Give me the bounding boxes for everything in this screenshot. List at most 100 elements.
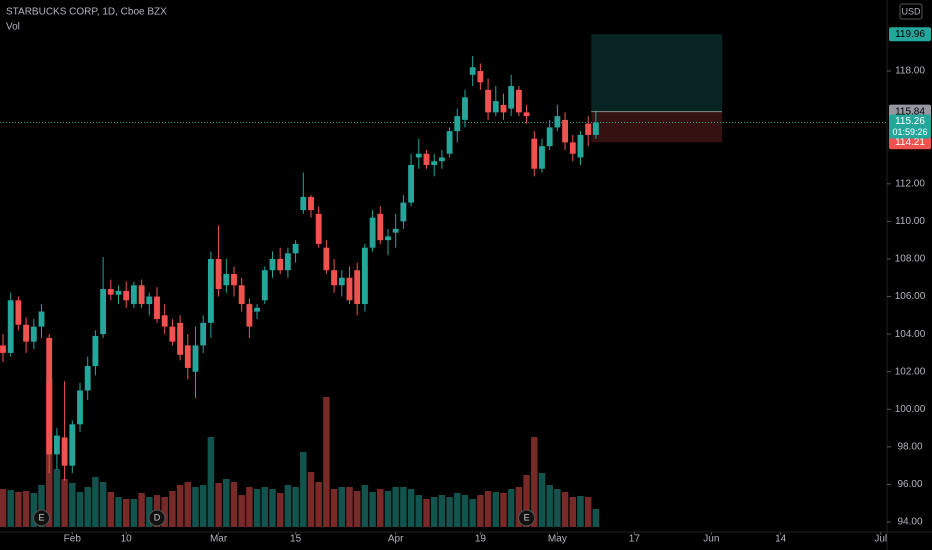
volume-bar xyxy=(230,482,238,527)
candle-body xyxy=(53,435,60,455)
volume-bar xyxy=(130,499,138,527)
volume-bar xyxy=(99,482,107,527)
volume-bar xyxy=(484,491,492,527)
candle-body xyxy=(15,300,22,325)
volume-bar xyxy=(223,479,230,527)
y-tick-label: 112.00 xyxy=(895,178,925,189)
y-tick-label: 106.00 xyxy=(895,291,926,302)
volume-bar xyxy=(161,497,168,527)
y-tick-label: 94.00 xyxy=(897,517,922,528)
candle-body xyxy=(77,390,83,425)
volume-bar xyxy=(430,497,438,527)
x-tick-label: 17 xyxy=(629,534,641,545)
y-tick-label: 118.00 xyxy=(895,66,925,77)
x-tick-label: Mar xyxy=(210,534,228,545)
volume-bar xyxy=(246,487,253,527)
volume-bar xyxy=(15,492,22,527)
event-label: D xyxy=(154,512,161,522)
candle-body xyxy=(515,89,522,113)
candle-body xyxy=(377,213,384,241)
volume-bar xyxy=(115,497,122,527)
volume-bar xyxy=(269,489,276,527)
candle-body xyxy=(562,119,569,143)
candle-body xyxy=(531,138,538,169)
last-price-label: 115.26 xyxy=(895,116,925,127)
candle-body xyxy=(261,270,268,301)
y-tick-label: 96.00 xyxy=(897,479,922,490)
candle-body xyxy=(207,258,214,323)
candle-body xyxy=(92,336,99,367)
candle-body xyxy=(469,67,476,75)
volume-bar xyxy=(261,487,269,527)
volume-bar xyxy=(284,485,292,527)
volume-bar xyxy=(207,437,215,527)
volume-bar xyxy=(323,397,330,527)
candle-body xyxy=(454,116,461,132)
candle-body xyxy=(323,247,330,271)
volume-bar xyxy=(384,491,392,527)
candle-body xyxy=(446,131,453,154)
y-tick-label: 108.00 xyxy=(895,254,926,265)
candle-body xyxy=(315,213,322,244)
volume-bar xyxy=(415,495,423,527)
volume-bar xyxy=(538,473,546,527)
volume-bar xyxy=(253,489,261,527)
volume-bar xyxy=(392,487,399,527)
volume-bar xyxy=(507,489,515,527)
candle-body xyxy=(477,71,484,83)
volume-bar xyxy=(53,469,61,527)
x-tick-label: 15 xyxy=(290,534,302,545)
currency-box xyxy=(899,3,923,20)
candle-body xyxy=(523,112,530,117)
candle-body xyxy=(292,243,299,254)
volume-label: Vol xyxy=(6,22,20,33)
candle-body xyxy=(269,258,276,271)
candle-body xyxy=(438,157,445,162)
candle-body xyxy=(431,161,438,165)
volume-bar xyxy=(238,495,245,527)
volume-bar xyxy=(477,495,484,527)
volume-bar xyxy=(592,509,600,527)
volume-bar xyxy=(315,482,322,527)
candle-body xyxy=(408,164,415,203)
candle-body xyxy=(346,277,353,301)
candle-body xyxy=(592,122,599,135)
loss-zone xyxy=(591,111,723,143)
candle-body xyxy=(492,101,499,113)
entry-label: 115.84 xyxy=(895,106,925,117)
x-tick-label: Feb xyxy=(64,534,82,545)
x-tick-label: May xyxy=(548,534,567,545)
volume-bar xyxy=(515,487,523,527)
volume-bar xyxy=(577,496,584,527)
stop-label: 114.21 xyxy=(895,137,925,148)
volume-bar xyxy=(330,489,338,527)
candle-body xyxy=(331,270,338,286)
candle-body xyxy=(123,290,130,301)
candle-body xyxy=(577,134,584,158)
volume-bar xyxy=(377,489,384,527)
candle-body xyxy=(46,337,53,455)
volume-bar xyxy=(446,497,453,527)
candle-body xyxy=(115,290,122,295)
volume-bar xyxy=(22,491,30,527)
candle-body xyxy=(300,196,307,211)
volume-bar xyxy=(300,452,307,527)
volume-bar xyxy=(176,485,184,527)
candle-body xyxy=(69,424,76,466)
candle-body xyxy=(161,315,168,327)
volume-bar xyxy=(215,483,222,527)
y-tick-label: 102.00 xyxy=(895,366,926,377)
candle-body xyxy=(107,289,114,295)
volume-bar xyxy=(199,485,207,527)
volume-bar xyxy=(76,492,84,527)
x-tick-label: Jul xyxy=(874,534,887,545)
candle-body xyxy=(184,345,191,368)
volume-bar xyxy=(61,479,68,527)
volume-bar xyxy=(353,491,361,527)
candle-body xyxy=(192,345,199,372)
volume-bar xyxy=(7,490,14,527)
x-tick-label: 10 xyxy=(121,534,133,545)
volume-bar xyxy=(454,493,461,527)
